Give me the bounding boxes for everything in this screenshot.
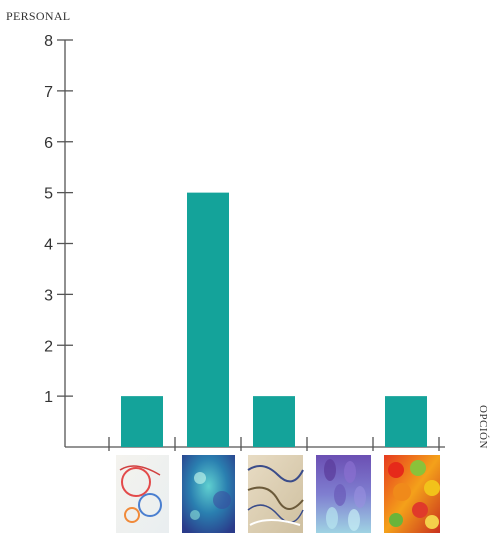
y-tick-label-3: 3 xyxy=(44,287,53,304)
y-tick-label-4: 4 xyxy=(44,237,53,254)
y-tick-label-8: 8 xyxy=(44,33,53,50)
bar-5 xyxy=(385,396,427,447)
y-tick-label-6: 6 xyxy=(44,135,53,152)
category-thumbnails xyxy=(116,455,440,533)
y-tick-label-7: 7 xyxy=(44,84,53,101)
y-axis-label: PERSONAL xyxy=(6,9,70,23)
thumbnail-4 xyxy=(316,455,371,533)
y-ticks: 1 2 3 4 5 6 7 8 xyxy=(44,33,73,406)
thumbnail-1 xyxy=(116,455,169,533)
bar-1 xyxy=(121,396,163,447)
bar-3 xyxy=(253,396,295,447)
thumbnail-5 xyxy=(384,455,440,533)
axes xyxy=(64,40,445,448)
thumbnail-2 xyxy=(182,455,235,533)
thumbnail-3 xyxy=(247,455,304,533)
y-tick-label-5: 5 xyxy=(44,186,53,203)
bar-2 xyxy=(187,192,229,447)
y-tick-label-2: 2 xyxy=(44,338,53,355)
x-axis-label: OPCIÓN xyxy=(477,405,489,449)
y-tick-label-1: 1 xyxy=(44,389,53,406)
bars xyxy=(121,192,427,447)
x-ticks xyxy=(108,437,440,451)
